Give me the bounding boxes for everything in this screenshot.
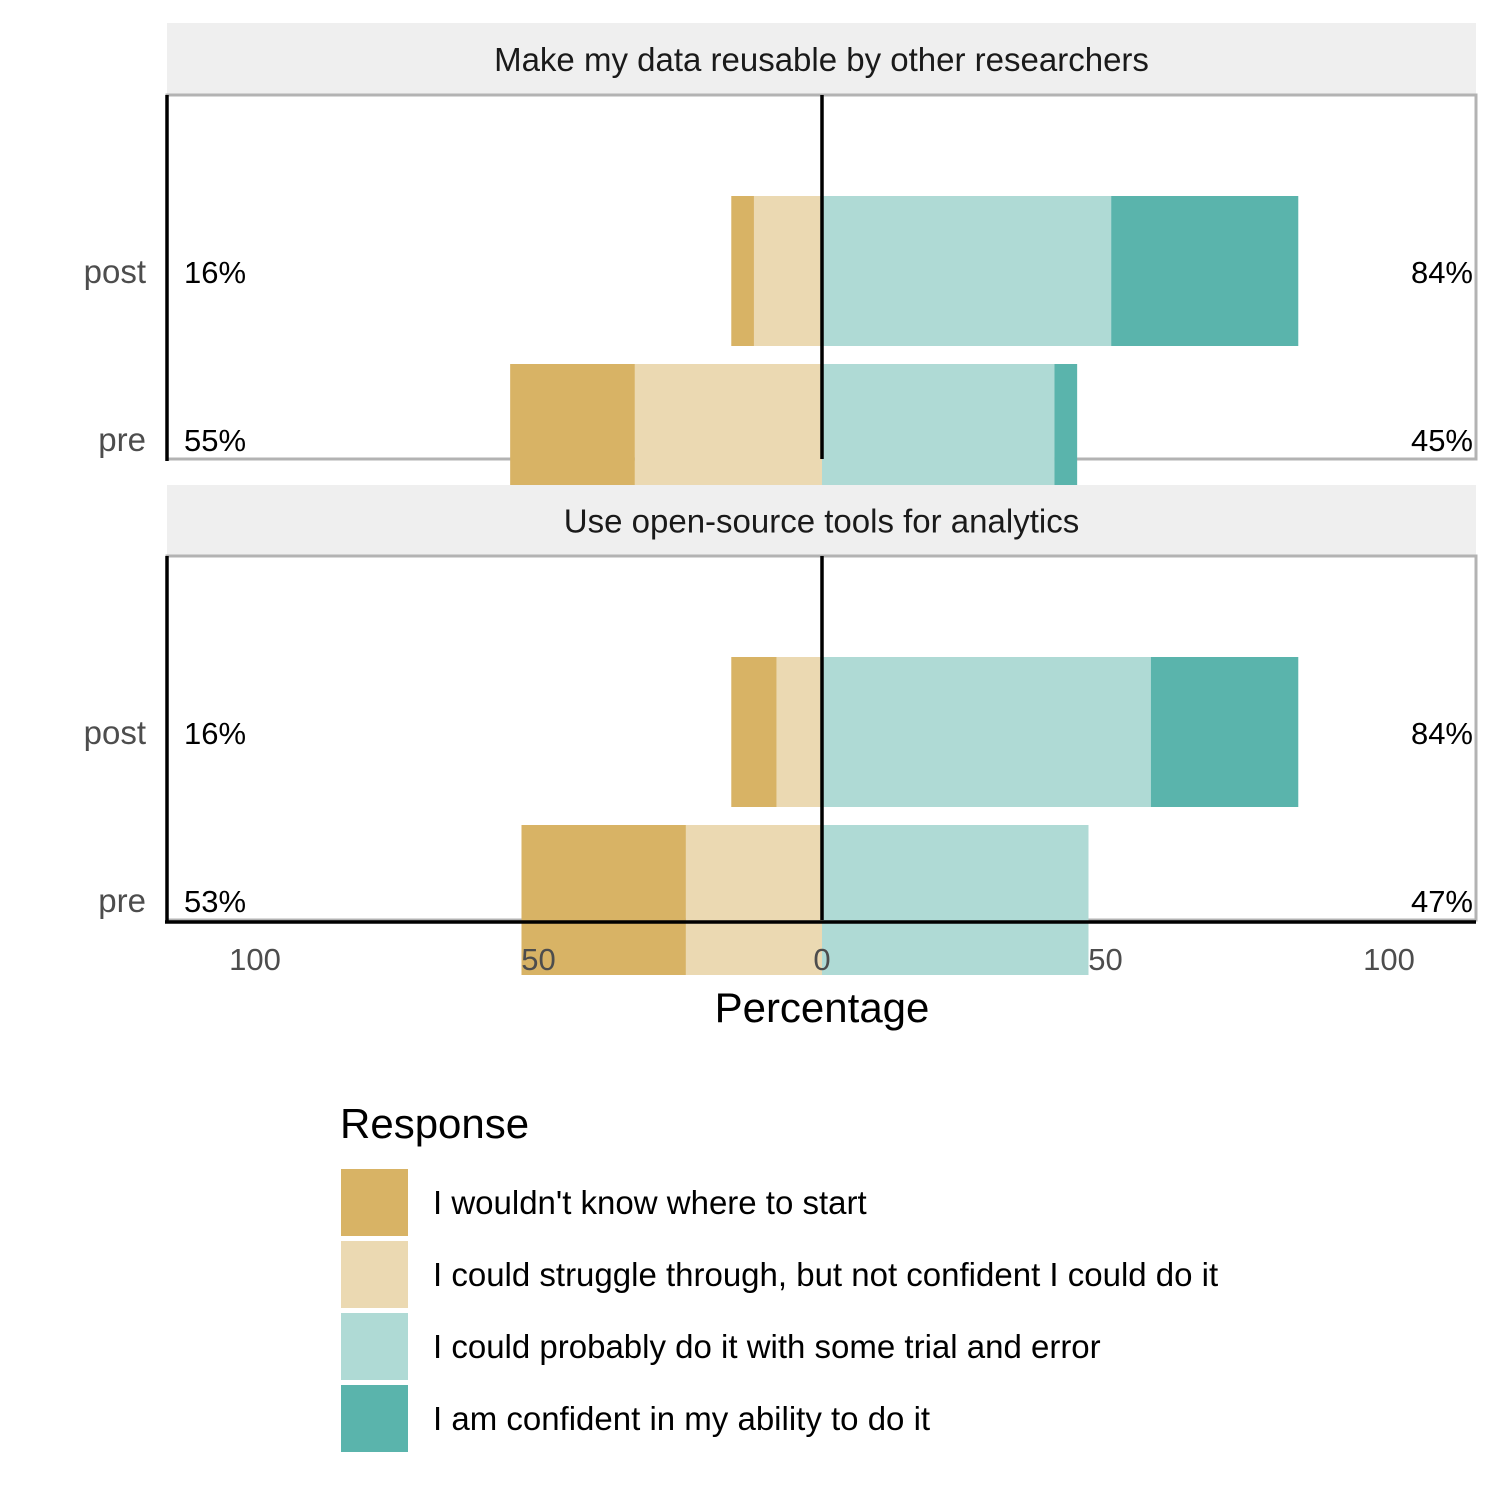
bar-segment: [731, 657, 777, 807]
bar-segment: [1111, 196, 1299, 346]
x-tick-label: 0: [813, 942, 830, 977]
x-tick-label: 50: [521, 942, 555, 977]
y-tick-label: post: [84, 253, 146, 290]
bar-segment: [1150, 657, 1299, 807]
legend-title: Response: [340, 1100, 529, 1147]
legend-label: I could probably do it with some trial a…: [433, 1328, 1101, 1365]
bar-segment: [685, 825, 822, 975]
percent-label-high: 84%: [1411, 255, 1473, 290]
legend-label: I wouldn't know where to start: [433, 1184, 867, 1221]
percent-label-high: 45%: [1411, 423, 1473, 458]
percent-label-low: 53%: [184, 884, 246, 919]
x-axis-title: Percentage: [715, 984, 930, 1031]
percent-label-low: 16%: [184, 716, 246, 751]
bar-segment: [822, 657, 1151, 807]
legend-swatch: [341, 1385, 408, 1452]
bar-segment: [776, 657, 822, 807]
facet-strip: [167, 23, 1476, 95]
legend-swatch: [341, 1241, 408, 1308]
y-tick-label: post: [84, 714, 146, 751]
y-tick-label: pre: [98, 882, 146, 919]
x-tick-label: 100: [229, 942, 281, 977]
percent-label-low: 16%: [184, 255, 246, 290]
facet-title: Make my data reusable by other researche…: [494, 41, 1149, 78]
legend-swatch: [341, 1313, 408, 1380]
bar-segment: [822, 196, 1112, 346]
percent-label-low: 55%: [184, 423, 246, 458]
facet-strip: [167, 485, 1476, 556]
percent-label-high: 84%: [1411, 716, 1473, 751]
percent-label-high: 47%: [1411, 884, 1473, 919]
x-tick-label: 100: [1363, 942, 1415, 977]
legend-label: I could struggle through, but not confid…: [433, 1256, 1218, 1293]
x-tick-label: 50: [1088, 942, 1122, 977]
bar-segment: [822, 825, 1089, 975]
bar-segment: [731, 196, 754, 346]
legend-label: I am confident in my ability to do it: [433, 1400, 930, 1437]
bar-segment: [753, 196, 822, 346]
facet-title: Use open-source tools for analytics: [564, 503, 1079, 540]
bar-segment: [1054, 364, 1078, 514]
y-tick-label: pre: [98, 421, 146, 458]
bar-segment: [521, 825, 686, 975]
legend-swatch: [341, 1169, 408, 1236]
